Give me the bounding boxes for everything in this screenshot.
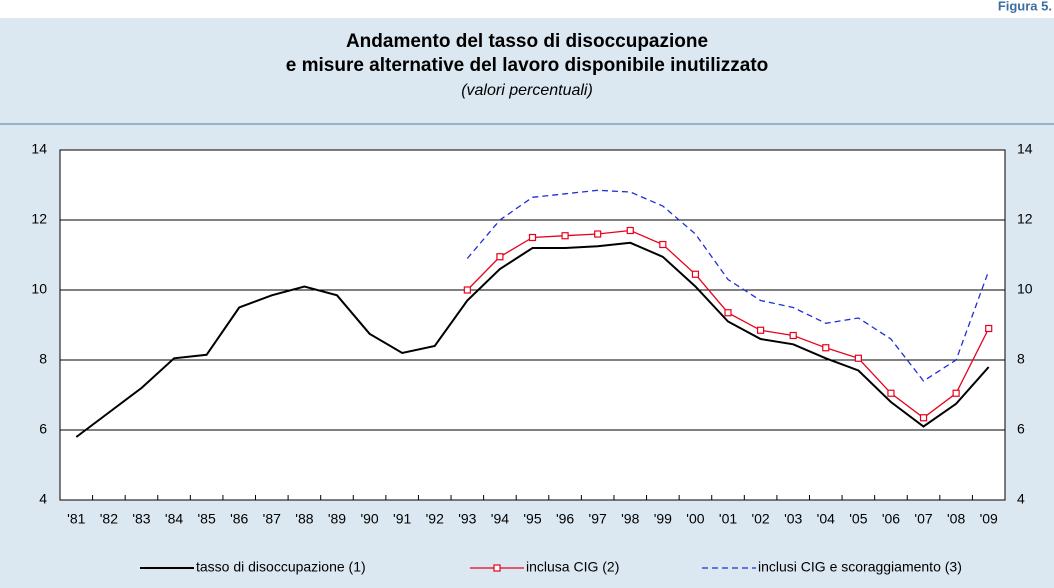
y-tick-label: 8: [39, 351, 47, 367]
x-tick-label: '91: [393, 511, 411, 527]
x-tick-label: '84: [165, 511, 183, 527]
x-tick-label: '85: [198, 511, 216, 527]
x-tick-label: '00: [686, 511, 704, 527]
point-marker: [659, 240, 667, 249]
y2-tick-label: 12: [1017, 211, 1033, 227]
x-tick-label: '95: [523, 511, 541, 527]
x-tick-label: '93: [458, 511, 476, 527]
x-tick-label: '94: [491, 511, 509, 527]
x-tick-label: '01: [719, 511, 737, 527]
legend-label: inclusi CIG e scoraggiamento (3): [758, 559, 962, 575]
x-tick-label: '09: [980, 511, 998, 527]
x-tick-label: '98: [621, 511, 639, 527]
y2-tick-label: 10: [1017, 281, 1033, 297]
y-tick-label: 14: [31, 141, 47, 157]
x-tick-label: '97: [589, 511, 607, 527]
x-tick-label: '83: [132, 511, 150, 527]
x-tick-label: '08: [947, 511, 965, 527]
x-tick-label: '07: [914, 511, 932, 527]
x-tick-label: '88: [295, 511, 313, 527]
legend-label: tasso di disoccupazione (1): [196, 559, 366, 575]
y2-tick-label: 6: [1017, 421, 1025, 437]
x-tick-label: '04: [817, 511, 835, 527]
point-marker: [854, 354, 862, 362]
y2-tick-label: 4: [1017, 491, 1025, 507]
point-marker: [561, 232, 569, 240]
y-tick-label: 12: [31, 211, 47, 227]
figure-label: Figura 5.: [998, 0, 1052, 13]
point-marker: [919, 414, 928, 422]
plot-area: [59, 149, 1006, 501]
x-tick-label: '82: [100, 511, 118, 527]
chart-subtitle: (valori percentuali): [461, 82, 593, 99]
series-line: [466, 189, 990, 382]
y2-tick-label: 8: [1017, 351, 1025, 367]
x-tick-label: '81: [67, 511, 85, 527]
y2-tick-label: 14: [1017, 141, 1033, 157]
x-tick-label: '87: [263, 511, 281, 527]
point-marker: [952, 389, 960, 397]
x-tick-label: '06: [882, 511, 900, 527]
point-marker: [594, 230, 602, 238]
x-tick-label: '86: [230, 511, 248, 527]
series-line: [75, 241, 990, 438]
point-marker: [724, 309, 732, 317]
point-marker: [822, 344, 830, 352]
y-tick-label: 6: [39, 421, 47, 437]
point-marker: [528, 233, 537, 242]
x-tick-label: '92: [426, 511, 444, 527]
x-tick-label: '90: [360, 511, 378, 527]
legend-label: inclusa CIG (2): [526, 559, 619, 575]
point-marker: [985, 324, 993, 333]
x-tick-label: '96: [556, 511, 574, 527]
point-marker: [626, 226, 634, 235]
x-tick-label: '99: [654, 511, 672, 527]
legend-marker: [493, 564, 501, 572]
x-tick-label: '05: [849, 511, 867, 527]
x-tick-label: '89: [328, 511, 346, 527]
y-tick-label: 4: [39, 491, 47, 507]
x-tick-label: '02: [751, 511, 769, 527]
point-marker: [887, 389, 895, 397]
chart-title: e misure alternative del lavoro disponib…: [286, 55, 769, 76]
point-marker: [691, 270, 700, 278]
point-marker: [463, 286, 471, 294]
x-tick-label: '03: [784, 511, 802, 527]
point-marker: [757, 326, 765, 334]
point-marker: [789, 331, 797, 340]
point-marker: [496, 253, 504, 261]
y-tick-label: 10: [31, 281, 47, 297]
chart-title: Andamento del tasso di disoccupazione: [346, 31, 708, 52]
